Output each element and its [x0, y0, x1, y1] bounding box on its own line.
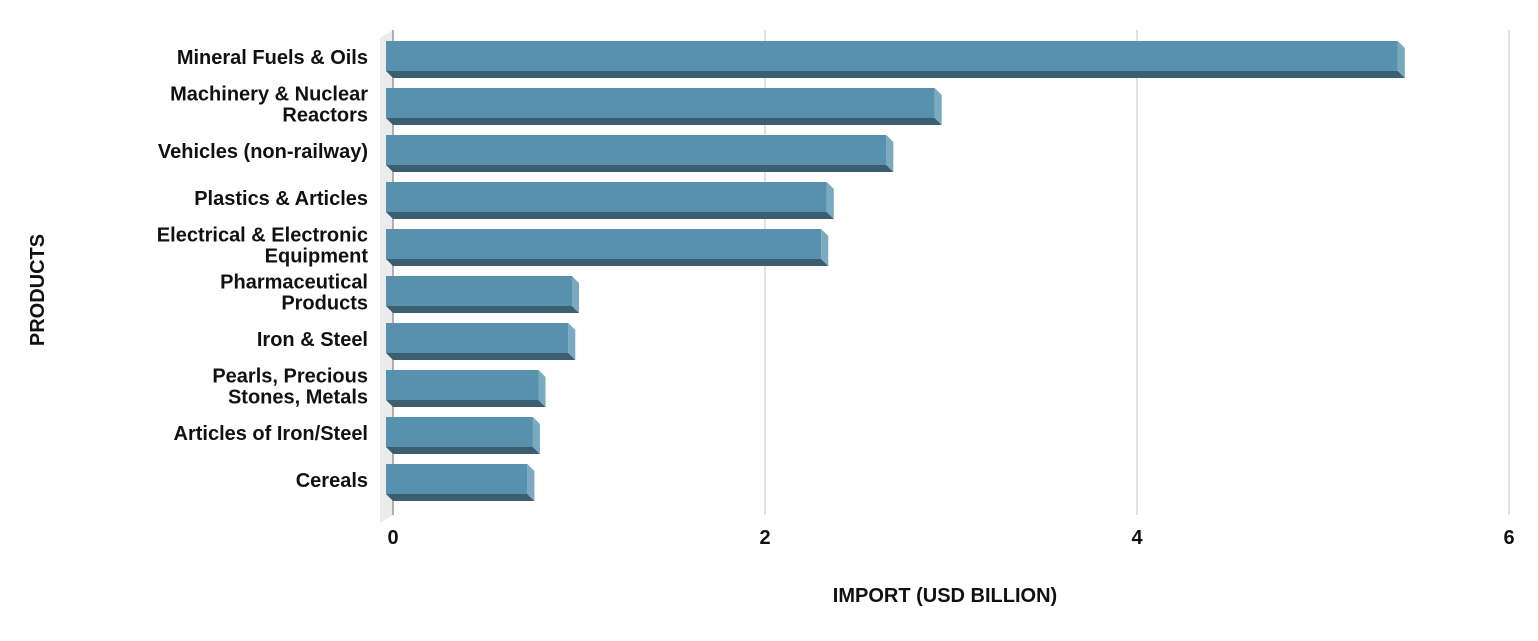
y-category-label: Cereals: [296, 470, 368, 492]
x-tick-label: 2: [759, 527, 770, 549]
y-category-line: Reactors: [282, 105, 368, 127]
bar: [386, 276, 579, 313]
y-category-line: Iron & Steel: [257, 329, 368, 351]
bar-side: [572, 276, 579, 313]
bar: [386, 464, 535, 501]
x-tick-label: 6: [1503, 527, 1514, 549]
bar-bottom: [386, 494, 535, 501]
bar-front: [386, 276, 572, 306]
bar: [386, 323, 576, 360]
y-category-line: Products: [281, 293, 368, 315]
bar-bottom: [386, 71, 1405, 78]
bar-front: [386, 417, 533, 447]
y-category-label: Plastics & Articles: [194, 188, 368, 210]
y-category-line: Articles of Iron/Steel: [174, 423, 369, 445]
y-category-line: Pharmaceutical: [220, 272, 368, 294]
y-category-label: Electrical & Electronic Equipment: [157, 225, 369, 268]
y-axis-title: PRODUCTS: [27, 234, 49, 346]
bar-front: [386, 323, 569, 353]
x-tick-label: 0: [387, 527, 398, 549]
bar-front: [386, 135, 887, 165]
bar-front: [386, 41, 1398, 71]
y-category-line: Mineral Fuels & Oils: [177, 47, 368, 69]
bar: [386, 88, 942, 125]
bar-side: [1397, 41, 1405, 78]
y-category-label: Articles of Iron/Steel: [174, 423, 369, 445]
bar-side: [821, 229, 829, 266]
bar-front: [386, 182, 827, 212]
bar-front: [386, 229, 822, 259]
x-tick-label: 4: [1131, 527, 1143, 549]
bar-bottom: [386, 118, 942, 125]
bar-bottom: [386, 306, 579, 313]
y-category-label: Mineral Fuels & Oils: [177, 47, 368, 69]
y-category-label: Machinery & Nuclear Reactors: [170, 84, 368, 127]
bar-side: [934, 88, 942, 125]
bar: [386, 182, 834, 219]
bar-bottom: [386, 447, 540, 454]
y-category-label: Iron & Steel: [257, 329, 368, 351]
bar-front: [386, 464, 528, 494]
bar: [386, 229, 829, 266]
bar-side: [886, 135, 894, 172]
bar-side: [527, 464, 535, 501]
bar-front: [386, 88, 935, 118]
bar: [386, 41, 1405, 78]
y-category-line: Electrical & Electronic: [157, 225, 368, 247]
y-category-line: Cereals: [296, 470, 368, 492]
y-category-line: Stones, Metals: [228, 387, 368, 409]
bar-front: [386, 370, 539, 400]
y-category-label: Pharmaceutical Products: [220, 272, 368, 315]
bar: [386, 135, 894, 172]
bar-side: [826, 182, 834, 219]
bar-bottom: [386, 353, 576, 360]
bar-bottom: [386, 259, 829, 266]
bar: [386, 417, 540, 454]
bar: [386, 370, 546, 407]
y-category-line: Vehicles (non-railway): [158, 141, 368, 163]
y-category-label: Pearls, Precious Stones, Metals: [212, 366, 368, 409]
y-category-label: Vehicles (non-railway): [158, 141, 368, 163]
y-category-line: Pearls, Precious: [212, 366, 368, 388]
bar-bottom: [386, 165, 894, 172]
x-axis-title: IMPORT (USD BILLION): [833, 585, 1057, 607]
y-category-line: Plastics & Articles: [194, 188, 368, 210]
bar-side: [568, 323, 576, 360]
bar-bottom: [386, 400, 546, 407]
y-category-line: Equipment: [265, 246, 369, 268]
y-category-line: Machinery & Nuclear: [170, 84, 368, 106]
bar-side: [538, 370, 546, 407]
bar-side: [532, 417, 540, 454]
bar-bottom: [386, 212, 834, 219]
